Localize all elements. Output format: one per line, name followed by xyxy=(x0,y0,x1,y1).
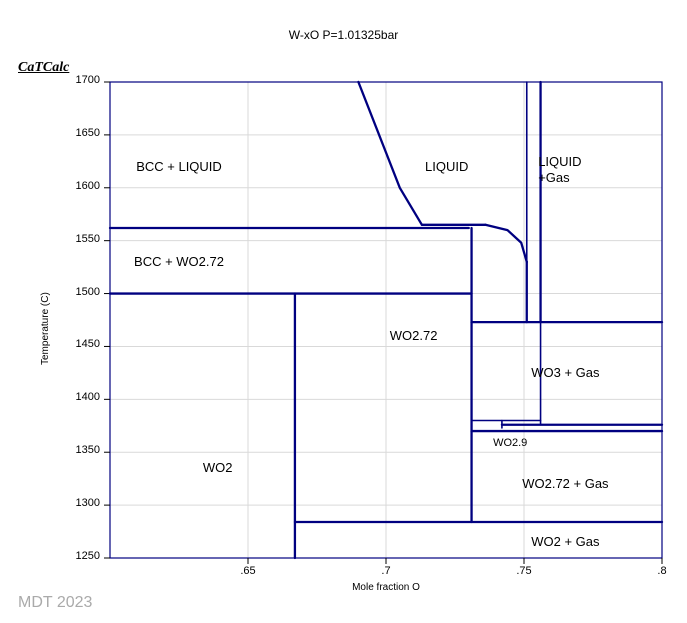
y-tick-label: 1450 xyxy=(56,338,100,350)
x-tick-label: .8 xyxy=(642,565,682,577)
y-tick-label: 1650 xyxy=(56,127,100,139)
y-tick-label: 1600 xyxy=(56,180,100,192)
region-label: LIQUID +Gas xyxy=(538,154,581,187)
region-label: WO2 + Gas xyxy=(531,534,599,550)
x-tick-label: .7 xyxy=(366,565,406,577)
x-tick-label: .75 xyxy=(504,565,544,577)
region-label: BCC + WO2.72 xyxy=(134,254,224,270)
y-tick-label: 1700 xyxy=(56,74,100,86)
y-tick-label: 1550 xyxy=(56,233,100,245)
y-tick-label: 1300 xyxy=(56,497,100,509)
y-tick-label: 1400 xyxy=(56,391,100,403)
plot-svg xyxy=(0,0,687,623)
region-label: WO2 xyxy=(203,460,233,476)
region-label: WO2.9 xyxy=(493,437,527,451)
region-label: WO2.72 xyxy=(390,328,438,344)
x-tick-label: .65 xyxy=(228,565,268,577)
y-tick-label: 1350 xyxy=(56,444,100,456)
region-label: WO3 + Gas xyxy=(531,365,599,381)
y-tick-label: 1250 xyxy=(56,550,100,562)
region-label: WO2.72 + Gas xyxy=(522,476,608,492)
phase-diagram-container: W-xO P=1.01325bar CaTCalc MDT 2023 Tempe… xyxy=(0,0,687,623)
region-label: BCC + LIQUID xyxy=(136,159,222,175)
region-label: LIQUID xyxy=(425,159,468,175)
y-tick-label: 1500 xyxy=(56,286,100,298)
